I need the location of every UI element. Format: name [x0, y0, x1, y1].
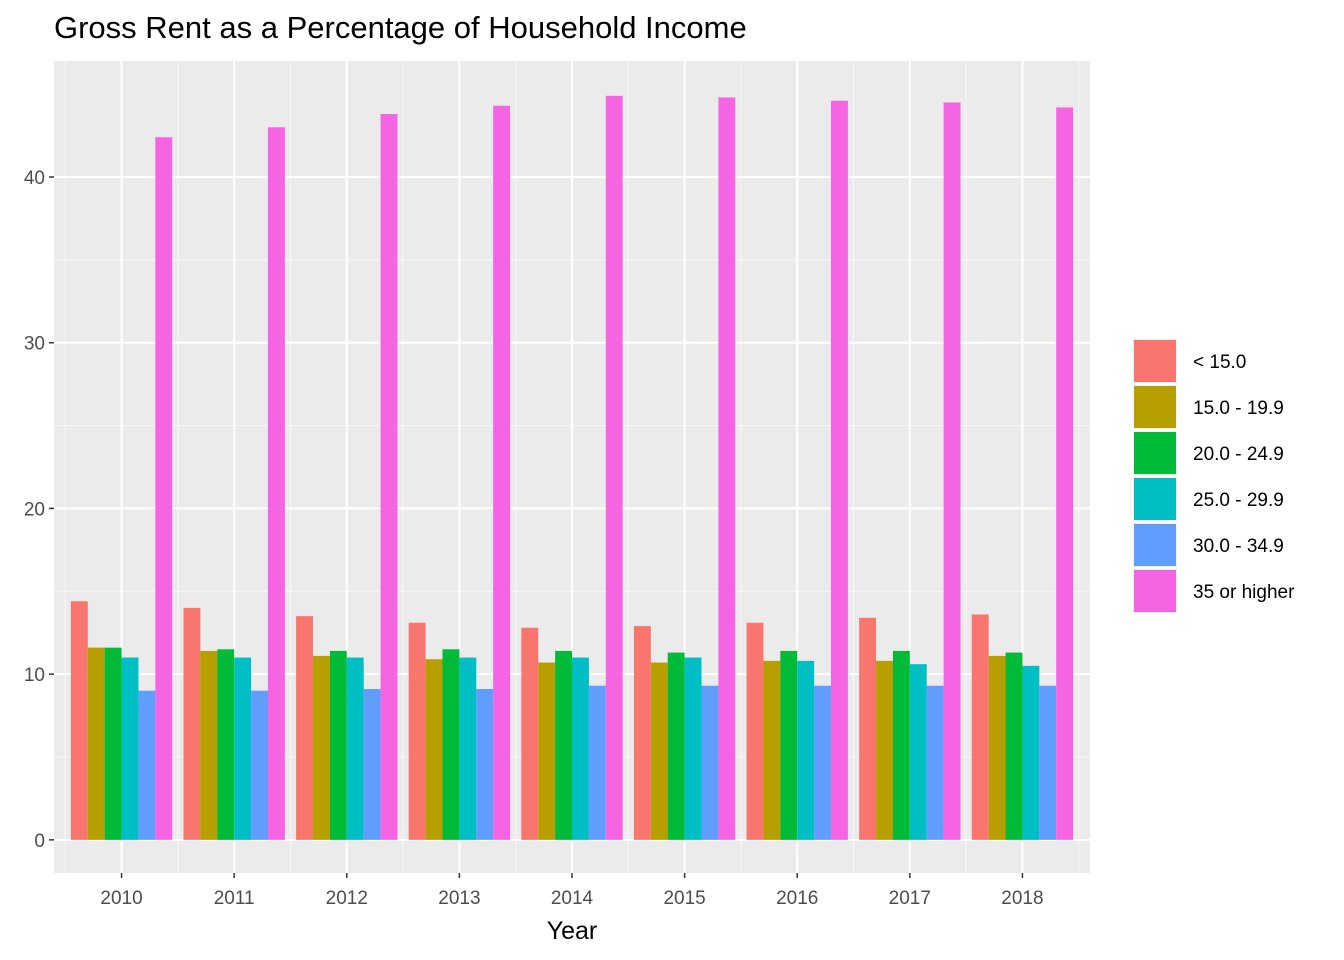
bar-2010-2 [104, 647, 122, 840]
x-tick-label: 2015 [663, 888, 705, 909]
bar-2015-4 [701, 685, 719, 840]
bar-2011-0 [183, 607, 201, 840]
bar-2016-4 [814, 685, 831, 840]
bar-2017-3 [909, 664, 927, 840]
bar-2018-1 [988, 655, 1006, 840]
bar-2010-5 [155, 137, 173, 840]
bar-2016-2 [780, 650, 798, 840]
bar-2012-4 [363, 689, 381, 840]
bar-2018-4 [1039, 685, 1057, 840]
x-tick-label: 2016 [776, 888, 818, 909]
bar-2011-1 [200, 650, 218, 840]
bar-2012-5 [380, 114, 398, 840]
bar-2013-2 [442, 649, 460, 840]
bar-2016-1 [763, 660, 781, 840]
bar-2014-3 [572, 657, 589, 840]
bars [70, 95, 1074, 840]
bar-2012-2 [329, 650, 347, 840]
legend-key [1134, 340, 1176, 382]
bar-2017-1 [876, 660, 893, 840]
bar-2010-1 [87, 647, 105, 840]
bar-2015-2 [667, 652, 685, 840]
bar-2015-5 [718, 97, 736, 840]
bar-2017-2 [892, 650, 910, 840]
bar-2015-3 [684, 657, 702, 840]
bar-2011-3 [234, 657, 252, 840]
bar-2013-1 [425, 659, 443, 840]
legend-label: 35 or higher [1193, 582, 1295, 603]
legend-label: 30.0 - 34.9 [1193, 536, 1284, 557]
y-tick-label: 30 [24, 334, 45, 355]
bar-2014-4 [588, 685, 606, 840]
bar-2011-2 [217, 649, 235, 840]
x-tick-label: 2012 [326, 888, 368, 909]
bar-2012-3 [346, 657, 364, 840]
legend-key [1134, 432, 1176, 474]
chart-title: Gross Rent as a Percentage of Household … [54, 10, 747, 45]
legend-label: 15.0 - 19.9 [1193, 398, 1284, 419]
bar-2018-3 [1022, 665, 1040, 840]
bar-2010-3 [121, 657, 139, 840]
legend-key [1134, 524, 1176, 566]
bar-2016-5 [831, 100, 848, 840]
y-tick-label: 20 [24, 499, 45, 520]
bar-2018-2 [1005, 652, 1023, 840]
x-axis-title: Year [547, 917, 598, 945]
bar-2013-5 [493, 105, 511, 840]
bar-2013-0 [408, 622, 426, 840]
bar-2017-5 [943, 102, 961, 840]
x-tick-label: 2013 [438, 888, 480, 909]
x-tick-label: 2014 [551, 888, 594, 909]
bar-2014-5 [605, 95, 623, 840]
y-tick-label: 40 [24, 168, 45, 189]
bar-2015-0 [633, 626, 651, 840]
legend-label: < 15.0 [1193, 352, 1246, 373]
bar-2016-3 [797, 660, 815, 840]
x-tick-label: 2010 [100, 888, 142, 909]
bar-2016-0 [746, 622, 764, 840]
legend-key [1134, 570, 1176, 612]
y-tick-label: 10 [24, 665, 45, 686]
legend-key [1134, 478, 1176, 520]
bar-2014-2 [555, 650, 572, 840]
bar-2018-0 [971, 614, 989, 840]
bar-2014-0 [521, 627, 539, 840]
bar-2017-4 [926, 685, 944, 840]
bar-2013-4 [476, 689, 494, 840]
legend: < 15.0 15.0 - 19.9 20.0 - 24.9 25.0 - 29.9 3… [1133, 339, 1295, 613]
bar-2011-4 [251, 690, 268, 840]
bar-2012-1 [313, 655, 330, 840]
bar-2013-3 [459, 657, 477, 840]
bar-2011-5 [267, 127, 285, 840]
legend-label: 25.0 - 29.9 [1193, 490, 1284, 511]
bar-2012-0 [296, 616, 313, 840]
y-axis: 0 10 20 30 40 [24, 168, 54, 852]
x-tick-label: 2018 [1001, 888, 1043, 909]
bar-2010-4 [138, 690, 156, 840]
bar-2010-0 [70, 601, 88, 840]
bar-2015-1 [650, 662, 668, 840]
bar-2018-5 [1056, 107, 1074, 840]
bar-2017-0 [859, 617, 877, 840]
bar-2014-1 [538, 662, 556, 840]
y-tick-label: 0 [34, 831, 45, 852]
legend-label: 20.0 - 24.9 [1193, 444, 1284, 465]
x-tick-label: 2017 [889, 888, 931, 909]
legend-key [1134, 386, 1176, 428]
x-tick-label: 2011 [214, 888, 255, 909]
x-axis: 2010 2011 2012 2013 2014 2015 2016 2017 2018 [100, 873, 1044, 909]
